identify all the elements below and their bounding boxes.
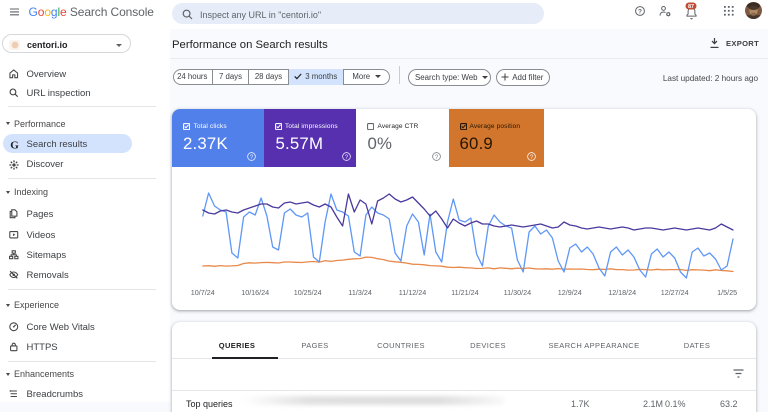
svg-text:?: ? (345, 155, 349, 161)
svg-text:?: ? (529, 154, 533, 160)
svg-text:87: 87 (688, 4, 694, 10)
svg-text:?: ? (434, 154, 438, 160)
svg-text:?: ? (250, 154, 254, 160)
svg-text:?: ? (638, 8, 642, 15)
svg-text:G: G (10, 140, 19, 150)
